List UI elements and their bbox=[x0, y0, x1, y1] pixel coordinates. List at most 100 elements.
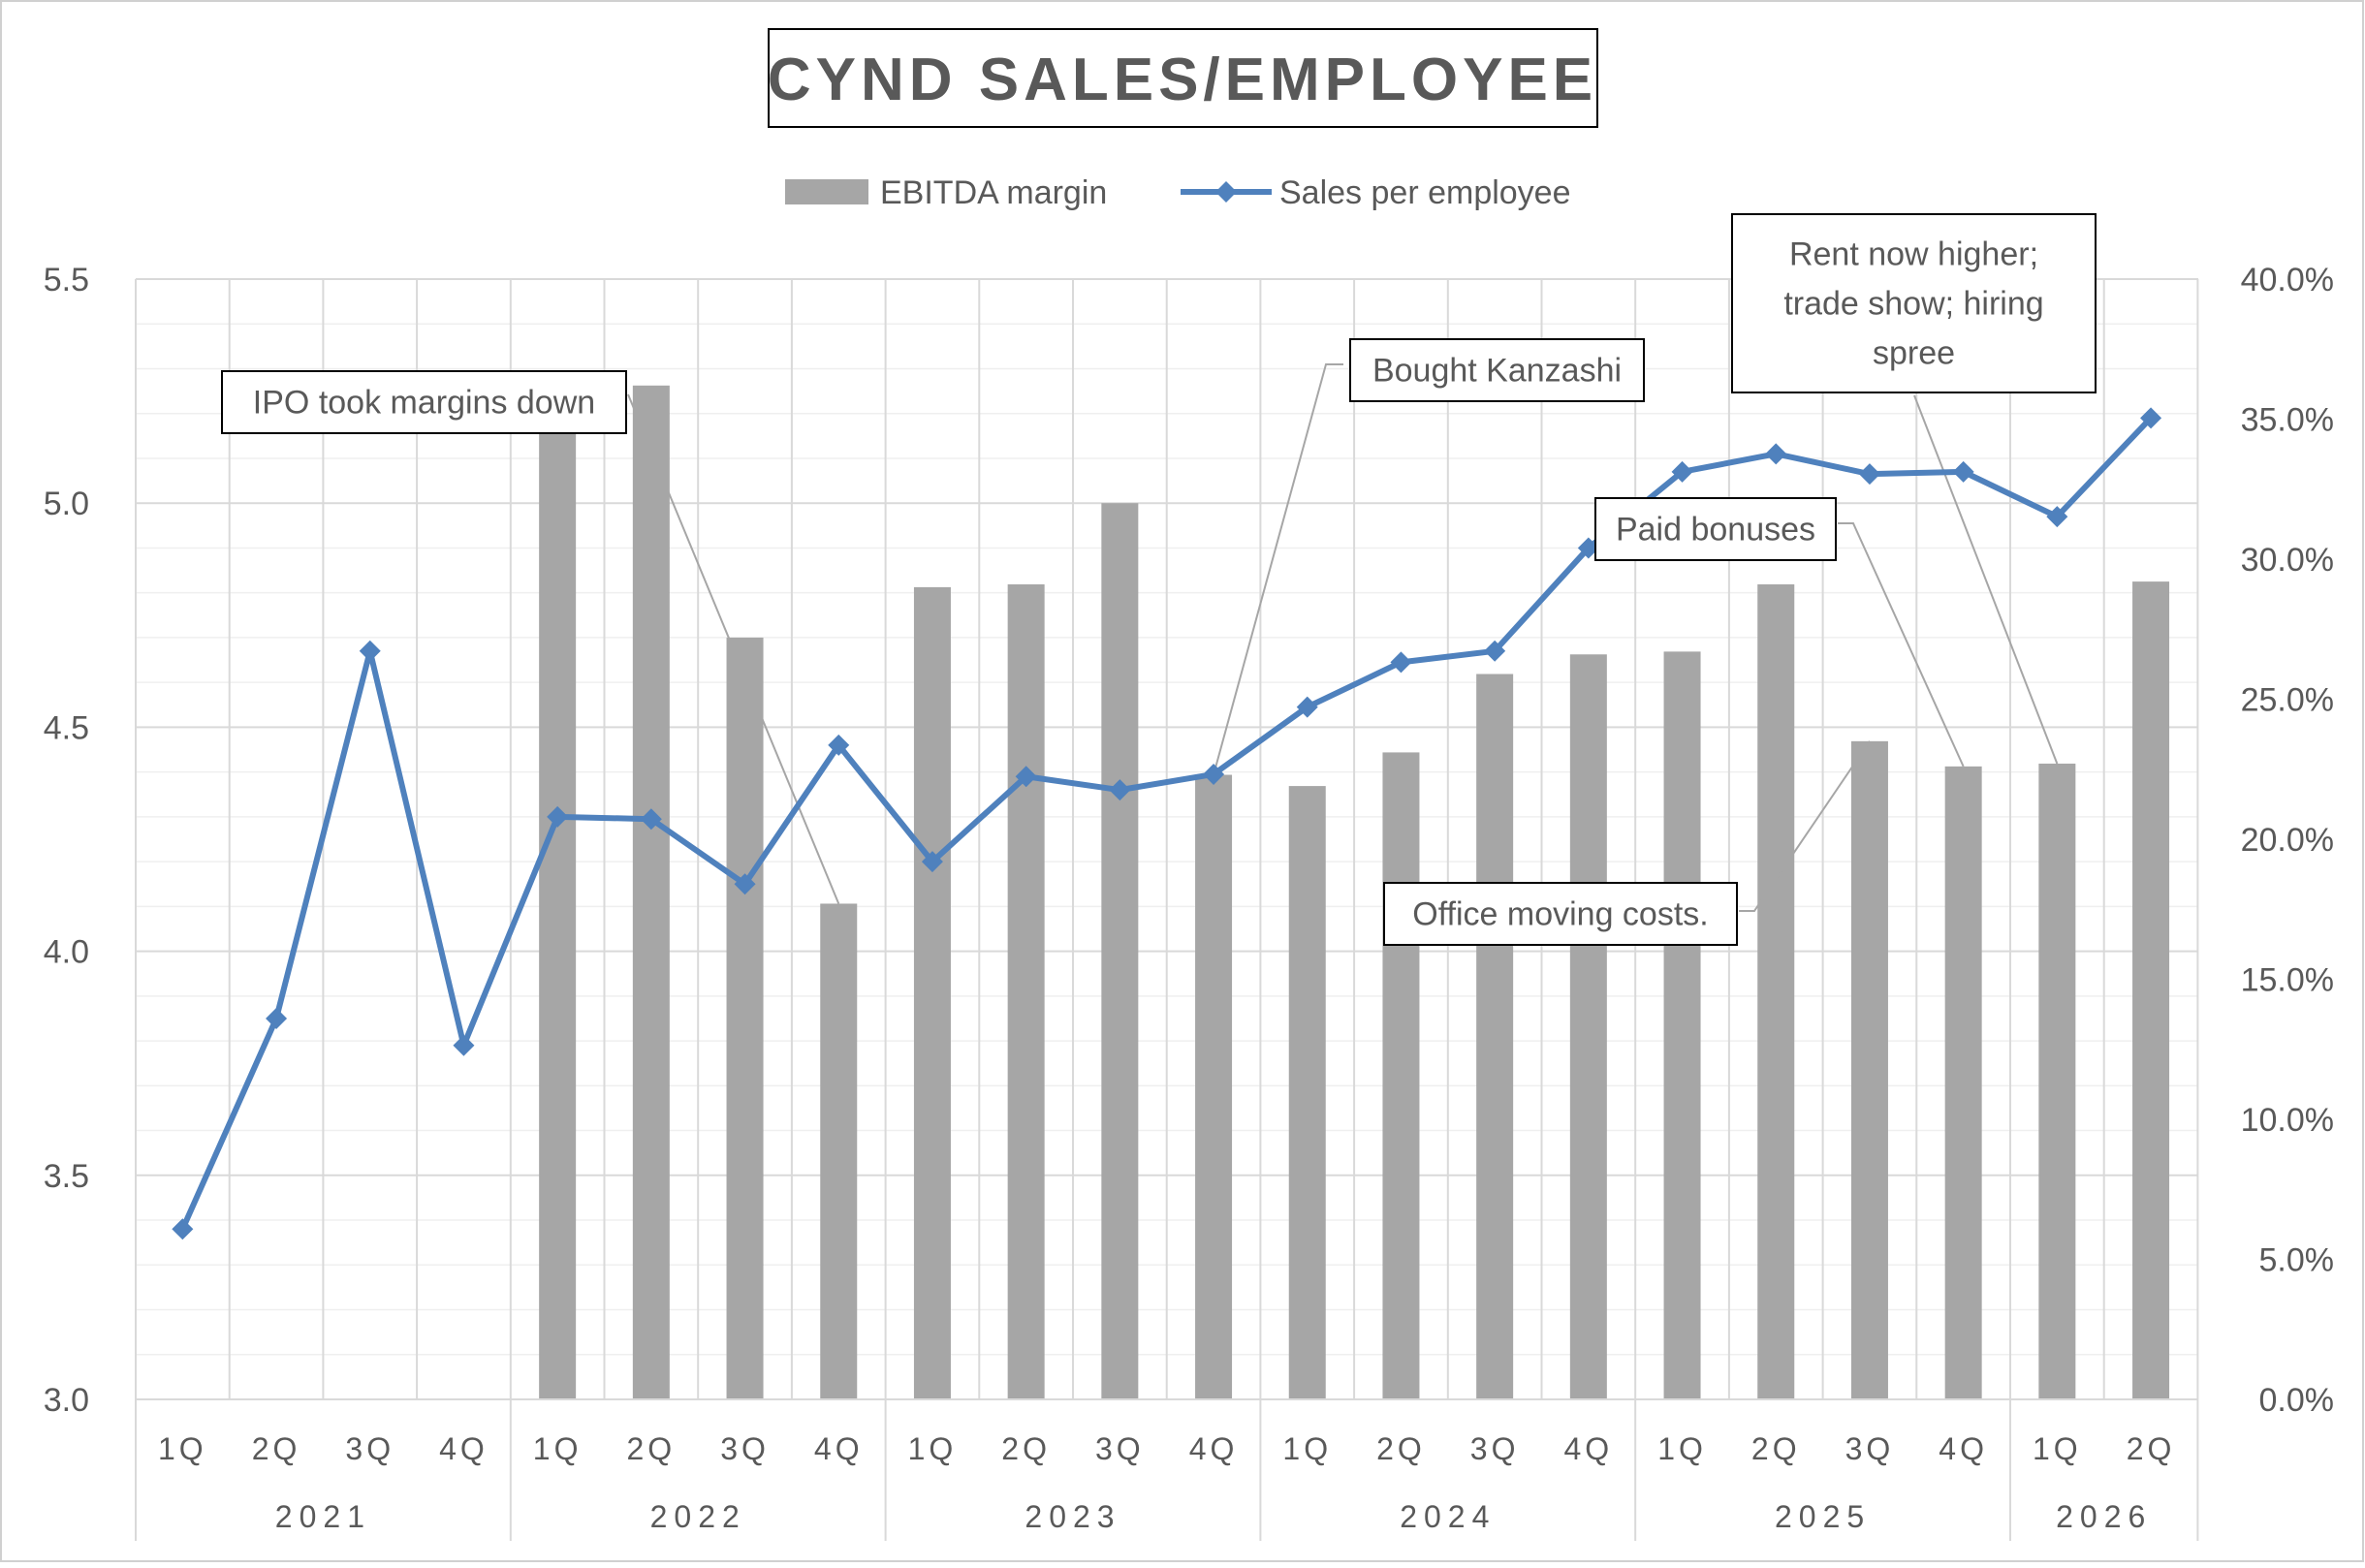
legend-label-ebitda: EBITDA margin bbox=[880, 174, 1107, 211]
sales-per-employee-marker bbox=[2046, 506, 2068, 528]
annotation-text: Paid bonuses bbox=[1616, 512, 1815, 549]
quarter-label: 3Q bbox=[345, 1431, 394, 1466]
sales-per-employee-marker bbox=[1671, 460, 1693, 483]
legend: EBITDA margin Sales per employee bbox=[785, 174, 1571, 211]
annotations: IPO took margins down Bought Kanzashi Rent… bbox=[221, 213, 2097, 946]
quarter-label: 4Q bbox=[1564, 1431, 1614, 1466]
left-axis-tick-label: 5.5 bbox=[44, 262, 89, 298]
quarter-label: 3Q bbox=[720, 1431, 770, 1466]
sales-per-employee-marker bbox=[1952, 460, 1974, 483]
sales-per-employee-marker bbox=[359, 640, 381, 662]
vertical-gridlines bbox=[135, 279, 2199, 1399]
sales-per-employee-marker bbox=[640, 808, 662, 831]
annotation-leader-line bbox=[1739, 740, 1871, 912]
quarter-label: 3Q bbox=[1095, 1431, 1145, 1466]
ebitda-bar bbox=[1007, 584, 1045, 1399]
legend-label-sales: Sales per employee bbox=[1279, 174, 1571, 211]
quarter-label: 2Q bbox=[252, 1431, 301, 1466]
quarter-label: 1Q bbox=[1657, 1431, 1707, 1466]
sales-per-employee-marker bbox=[734, 873, 756, 895]
chart-title: CYND SALES/EMPLOYEE bbox=[768, 47, 1597, 113]
sales-per-employee-marker bbox=[1390, 651, 1412, 674]
quarter-label: 3Q bbox=[1845, 1431, 1895, 1466]
sales-per-employee-marker bbox=[921, 851, 943, 873]
ebitda-bar bbox=[1850, 740, 1888, 1399]
sales-per-employee-marker bbox=[828, 734, 850, 756]
line-series bbox=[172, 407, 2162, 1240]
annotation-text: Rent now higher; bbox=[1789, 236, 2038, 273]
quarter-label: 1Q bbox=[1282, 1431, 1332, 1466]
sales-per-employee-marker bbox=[1015, 766, 1037, 788]
ebitda-bar bbox=[1476, 674, 1514, 1399]
left-axis-tick-label: 4.5 bbox=[44, 709, 89, 746]
annotation-text: Office moving costs. bbox=[1412, 896, 1709, 933]
quarter-label: 1Q bbox=[2033, 1431, 2082, 1466]
quarter-label: 2Q bbox=[1376, 1431, 1426, 1466]
right-axis-tick-label: 40.0% bbox=[2241, 262, 2334, 298]
sales-per-employee-marker bbox=[266, 1007, 288, 1029]
quarter-label: 4Q bbox=[1939, 1431, 1988, 1466]
sales-per-employee-marker bbox=[1484, 640, 1506, 662]
chart-title-group: CYND SALES/EMPLOYEE bbox=[768, 28, 1598, 128]
year-label: 2025 bbox=[1775, 1499, 1871, 1534]
right-axis-tick-label: 15.0% bbox=[2241, 962, 2334, 999]
ebitda-bar bbox=[539, 424, 577, 1399]
quarter-label: 2Q bbox=[1001, 1431, 1051, 1466]
annotation-box bbox=[221, 370, 627, 434]
right-axis-tick-label: 5.0% bbox=[2259, 1242, 2335, 1279]
annotation-box bbox=[1731, 213, 2097, 393]
left-axis-tick-label: 4.0 bbox=[44, 934, 89, 971]
sales-per-employee-marker bbox=[1765, 443, 1787, 465]
ebitda-bar bbox=[1757, 584, 1795, 1399]
ebitda-bar bbox=[2132, 581, 2170, 1399]
sales-per-employee-marker bbox=[547, 805, 569, 828]
ebitda-bar bbox=[1101, 503, 1139, 1399]
annotation-leader-line bbox=[1838, 522, 1965, 768]
ebitda-bar bbox=[632, 385, 670, 1399]
sales-per-employee-marker bbox=[1109, 779, 1131, 801]
quarter-label: 1Q bbox=[908, 1431, 958, 1466]
quarter-label: 1Q bbox=[158, 1431, 207, 1466]
chart-title-box bbox=[768, 28, 1598, 128]
right-axis-tick-label: 30.0% bbox=[2241, 542, 2334, 579]
annotation-text: Bought Kanzashi bbox=[1372, 353, 1622, 390]
legend-swatch-marker bbox=[1215, 181, 1237, 203]
year-label: 2026 bbox=[2056, 1499, 2152, 1534]
ebitda-bar bbox=[913, 586, 951, 1399]
annotation-box bbox=[1383, 882, 1738, 946]
right-axis-tick-label: 35.0% bbox=[2241, 402, 2334, 439]
right-axis-tick-label: 25.0% bbox=[2241, 682, 2334, 719]
sales-per-employee-marker bbox=[1577, 537, 1599, 559]
ebitda-bar bbox=[1569, 654, 1607, 1399]
quarter-label: 2Q bbox=[1751, 1431, 1801, 1466]
annotation-leader-line bbox=[1913, 394, 2059, 765]
quarter-label: 4Q bbox=[814, 1431, 864, 1466]
sales-per-employee-marker bbox=[1296, 696, 1318, 718]
quarter-label: 2Q bbox=[2127, 1431, 2176, 1466]
ebitda-bar bbox=[2038, 763, 2076, 1399]
legend-swatch-ebitda bbox=[785, 179, 868, 204]
quarter-label: 3Q bbox=[1470, 1431, 1520, 1466]
quarter-label: 2Q bbox=[627, 1431, 677, 1466]
ebitda-bar bbox=[1195, 774, 1233, 1399]
right-axis-tick-label: 10.0% bbox=[2241, 1102, 2334, 1139]
ebitda-bar bbox=[726, 637, 764, 1399]
bar-series bbox=[539, 385, 2170, 1399]
sales-per-employee-marker bbox=[172, 1218, 194, 1240]
annotation-leader-line bbox=[627, 393, 840, 904]
annotation-text: spree bbox=[1873, 335, 1955, 372]
quarter-label: 4Q bbox=[1189, 1431, 1239, 1466]
right-axis-ticks: 0.0% 5.0% 10.0% 15.0% 20.0% 25.0% 30.0% 35.0% 40… bbox=[2241, 262, 2334, 1419]
annotation-text: IPO took margins down bbox=[253, 385, 595, 422]
year-label: 2023 bbox=[1025, 1499, 1120, 1534]
ebitda-bar bbox=[1382, 752, 1420, 1399]
right-axis-tick-label: 20.0% bbox=[2241, 822, 2334, 859]
annotation-box bbox=[1594, 497, 1837, 561]
left-axis-ticks: 3.0 3.5 4.0 4.5 5.0 5.5 bbox=[44, 262, 89, 1419]
year-label: 2021 bbox=[275, 1499, 371, 1534]
left-axis-tick-label: 5.0 bbox=[44, 486, 89, 522]
quarter-label: 1Q bbox=[533, 1431, 583, 1466]
ebitda-bar bbox=[1944, 766, 1982, 1399]
